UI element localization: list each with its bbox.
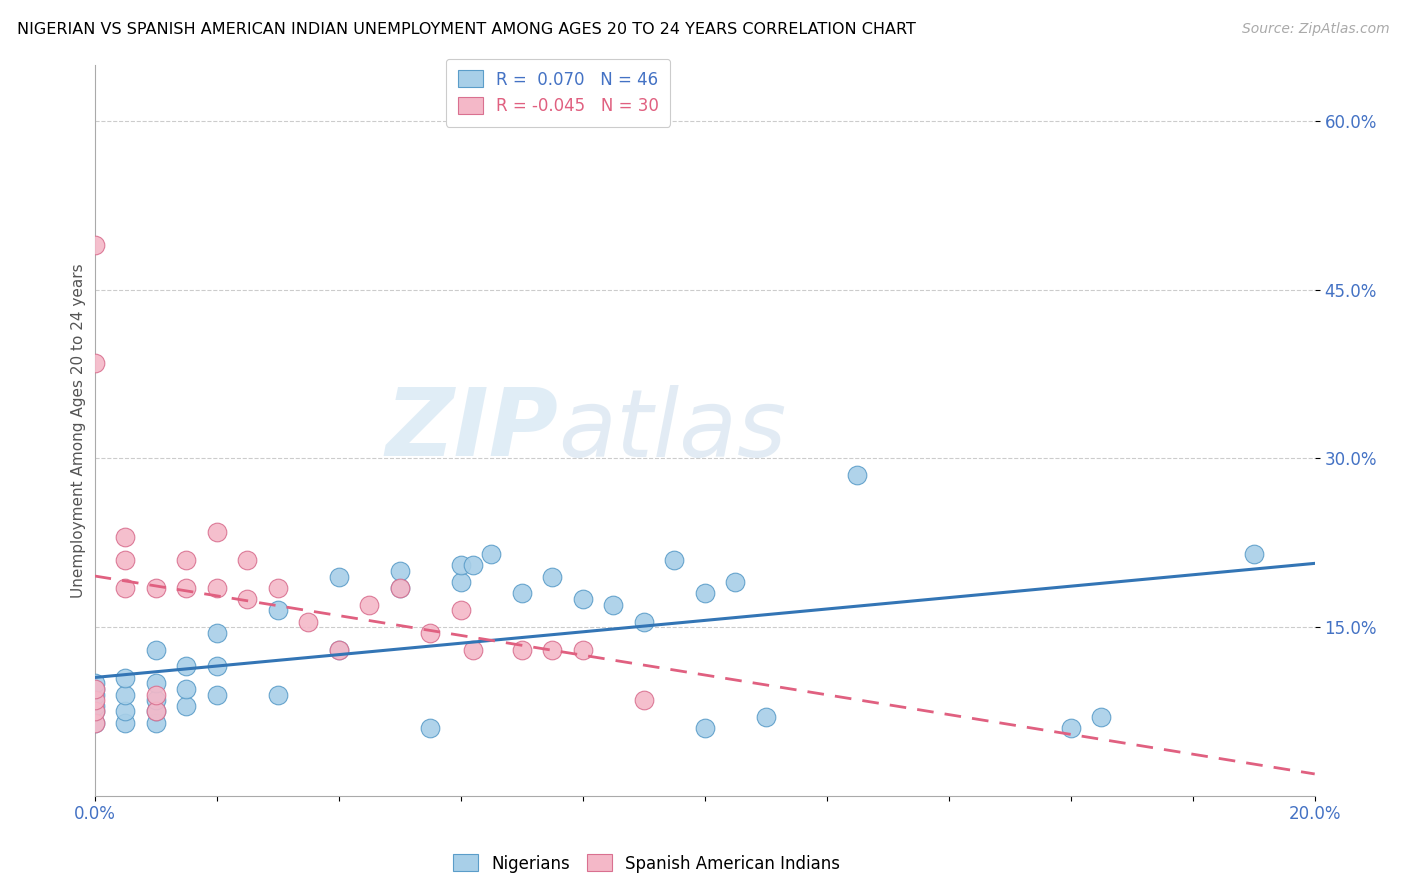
- Point: [83, 715, 105, 730]
- Point: [461, 642, 484, 657]
- Point: [205, 659, 228, 673]
- Point: [145, 705, 167, 719]
- Y-axis label: Unemployment Among Ages 20 to 24 years: Unemployment Among Ages 20 to 24 years: [72, 263, 86, 598]
- Point: [266, 688, 288, 702]
- Point: [145, 676, 167, 690]
- Point: [602, 598, 624, 612]
- Point: [83, 681, 105, 696]
- Point: [510, 642, 533, 657]
- Point: [83, 705, 105, 719]
- Point: [846, 468, 869, 483]
- Point: [114, 581, 136, 595]
- Text: NIGERIAN VS SPANISH AMERICAN INDIAN UNEMPLOYMENT AMONG AGES 20 TO 24 YEARS CORRE: NIGERIAN VS SPANISH AMERICAN INDIAN UNEM…: [17, 22, 915, 37]
- Point: [328, 642, 350, 657]
- Point: [83, 698, 105, 713]
- Point: [205, 581, 228, 595]
- Point: [174, 581, 197, 595]
- Point: [145, 642, 167, 657]
- Point: [541, 642, 564, 657]
- Point: [510, 586, 533, 600]
- Point: [83, 705, 105, 719]
- Legend: Nigerians, Spanish American Indians: Nigerians, Spanish American Indians: [447, 847, 846, 880]
- Point: [1090, 710, 1112, 724]
- Point: [114, 552, 136, 566]
- Point: [114, 715, 136, 730]
- Point: [236, 552, 259, 566]
- Text: atlas: atlas: [558, 384, 786, 475]
- Text: ZIP: ZIP: [385, 384, 558, 476]
- Point: [693, 721, 716, 735]
- Point: [145, 581, 167, 595]
- Point: [1243, 547, 1265, 561]
- Point: [145, 715, 167, 730]
- Point: [205, 524, 228, 539]
- Point: [205, 688, 228, 702]
- Point: [450, 575, 472, 590]
- Point: [662, 552, 685, 566]
- Point: [419, 721, 441, 735]
- Point: [205, 625, 228, 640]
- Point: [145, 688, 167, 702]
- Point: [450, 558, 472, 573]
- Point: [479, 547, 502, 561]
- Point: [145, 693, 167, 707]
- Point: [174, 681, 197, 696]
- Point: [83, 238, 105, 252]
- Point: [633, 615, 655, 629]
- Point: [83, 681, 105, 696]
- Point: [461, 558, 484, 573]
- Point: [266, 603, 288, 617]
- Point: [328, 569, 350, 583]
- Point: [541, 569, 564, 583]
- Point: [266, 581, 288, 595]
- Point: [83, 693, 105, 707]
- Point: [83, 356, 105, 370]
- Point: [571, 592, 593, 607]
- Point: [328, 642, 350, 657]
- Point: [174, 659, 197, 673]
- Point: [83, 688, 105, 702]
- Point: [114, 688, 136, 702]
- Point: [83, 676, 105, 690]
- Point: [388, 581, 411, 595]
- Point: [755, 710, 778, 724]
- Point: [419, 625, 441, 640]
- Point: [297, 615, 319, 629]
- Point: [114, 705, 136, 719]
- Point: [236, 592, 259, 607]
- Point: [83, 715, 105, 730]
- Point: [693, 586, 716, 600]
- Point: [114, 671, 136, 685]
- Point: [724, 575, 747, 590]
- Point: [633, 693, 655, 707]
- Point: [359, 598, 381, 612]
- Point: [388, 564, 411, 578]
- Point: [1060, 721, 1083, 735]
- Point: [388, 581, 411, 595]
- Point: [145, 705, 167, 719]
- Point: [571, 642, 593, 657]
- Point: [114, 530, 136, 544]
- Point: [174, 552, 197, 566]
- Point: [174, 698, 197, 713]
- Point: [450, 603, 472, 617]
- Text: Source: ZipAtlas.com: Source: ZipAtlas.com: [1241, 22, 1389, 37]
- Legend: R =  0.070   N = 46, R = -0.045   N = 30: R = 0.070 N = 46, R = -0.045 N = 30: [446, 59, 671, 127]
